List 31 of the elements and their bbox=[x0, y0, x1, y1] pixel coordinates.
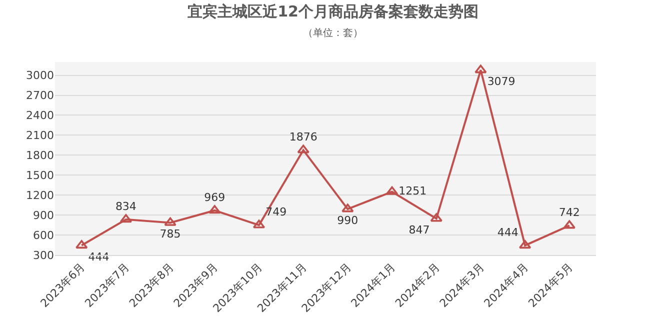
chart-subtitle: （单位：套） bbox=[303, 27, 363, 39]
point bbox=[563, 220, 576, 229]
point bbox=[342, 204, 354, 212]
chart-title: 宜宾主城区近12个月商品房备案套数走势图 bbox=[188, 2, 478, 20]
data-label: 969 bbox=[204, 191, 226, 204]
data-label: 742 bbox=[558, 206, 580, 220]
point bbox=[164, 217, 176, 226]
point bbox=[76, 240, 88, 249]
data-label: 749 bbox=[266, 206, 287, 219]
y-tick-label: 2400 bbox=[26, 109, 54, 122]
y-tick-label: 2700 bbox=[26, 89, 54, 102]
data-label: 3079 bbox=[487, 74, 516, 88]
y-tick-label: 2100 bbox=[26, 129, 54, 142]
point bbox=[297, 144, 310, 154]
data-label: 847 bbox=[408, 223, 430, 236]
data-label: 444 bbox=[497, 226, 518, 240]
data-label: 785 bbox=[160, 228, 181, 241]
y-tick-label: 1200 bbox=[26, 188, 54, 202]
point bbox=[430, 213, 442, 222]
y-tick-label: 1500 bbox=[26, 168, 54, 182]
data-label: 834 bbox=[115, 200, 136, 214]
y-tick-label: 900 bbox=[33, 208, 54, 222]
data-label: 990 bbox=[337, 214, 358, 227]
y-tick-label: 300 bbox=[33, 248, 54, 262]
point bbox=[208, 205, 221, 214]
data-label: 1876 bbox=[289, 130, 318, 144]
y-tick-label: 3000 bbox=[26, 69, 54, 82]
data-label: 1251 bbox=[398, 184, 427, 198]
point bbox=[474, 64, 487, 74]
y-tick-label: 1800 bbox=[26, 149, 54, 162]
y-tick-label: 600 bbox=[33, 228, 54, 242]
